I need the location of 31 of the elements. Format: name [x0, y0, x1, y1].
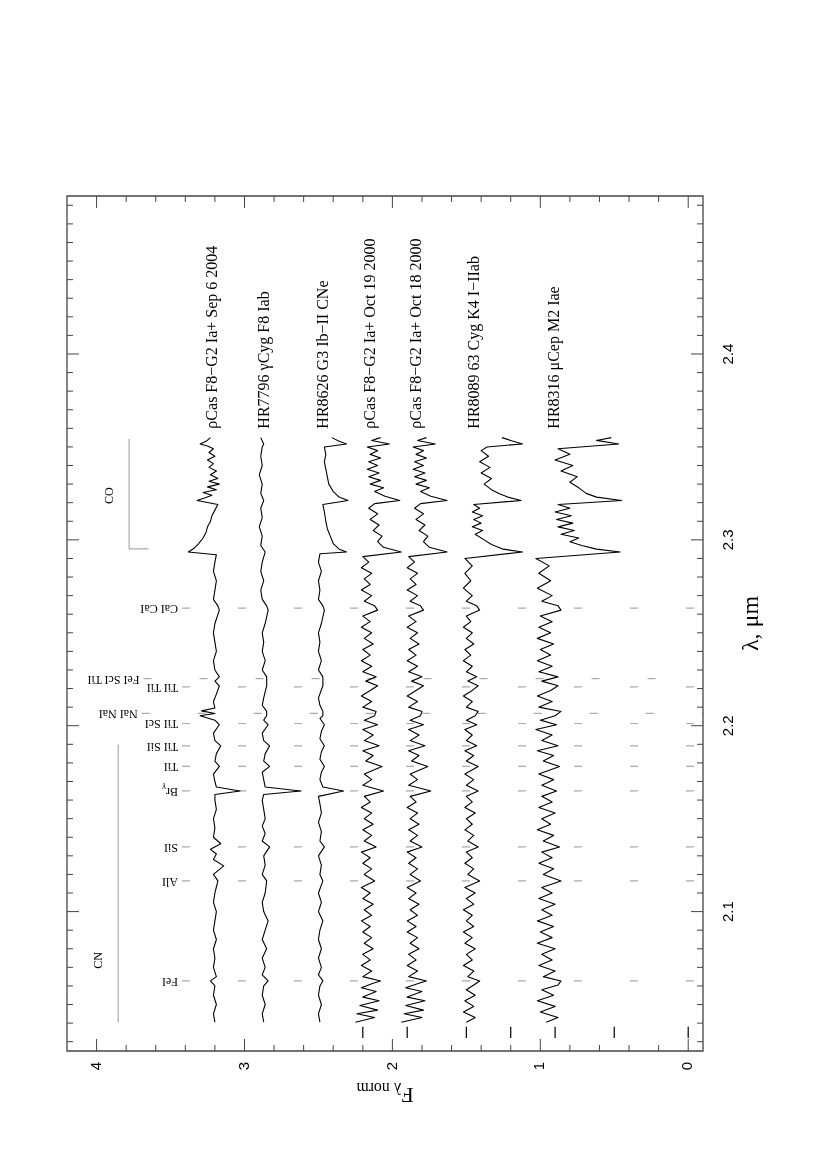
y-tick-label: 2.1: [718, 901, 736, 923]
text: HR8089 63 Cyg K4 I−IIab: [465, 256, 484, 429]
annotation: CN: [91, 951, 106, 969]
ref-line-label: TiI TiI: [146, 680, 178, 695]
y-tick-label: 2.2: [718, 715, 736, 737]
text: HR7796 γCyg F8 Iab: [254, 291, 273, 429]
x-tick-label: 2: [382, 1062, 400, 1071]
annotation: CO: [102, 486, 117, 504]
ref-line-label: AlI: [162, 874, 178, 889]
x-tick-label: 1: [530, 1062, 548, 1071]
y-tick-label: 2.3: [718, 529, 736, 551]
ref-line-label: Brγ: [162, 782, 178, 799]
x-axis-title: Fλ norm: [355, 1079, 414, 1109]
ref-line-label: TiI SiI: [146, 739, 178, 754]
y-axis-title: λ, μm: [737, 595, 764, 652]
ref-line-label: SiI: [163, 840, 178, 855]
ref-line-label: TiI ScI: [144, 717, 178, 732]
x-tick-label: 0: [678, 1062, 696, 1071]
x-tick-label: 3: [234, 1062, 252, 1071]
ref-line-label: NaI NaI: [98, 707, 138, 722]
x-tick-label: 4: [86, 1062, 104, 1071]
text: HR8316 μCep M2 Iae: [545, 286, 564, 429]
ref-line-label: FeI: [162, 974, 178, 989]
text: ρCas F8−G2 Ia+ Oct 18 2000: [406, 238, 425, 429]
text: ρCas F8−G2 Ia+ Sep 6 2004: [203, 245, 222, 429]
text: ρCas F8−G2 Ia+ Oct 19 2000: [360, 238, 379, 429]
ref-line-label: FeI ScI TiI: [87, 672, 140, 687]
text: HR8626 G3 Ib−II CNe: [314, 280, 332, 429]
ref-line-label: CaI CaI: [140, 601, 178, 616]
y-tick-label: 2.4: [718, 343, 736, 365]
ref-line-label: TiI: [163, 760, 178, 775]
